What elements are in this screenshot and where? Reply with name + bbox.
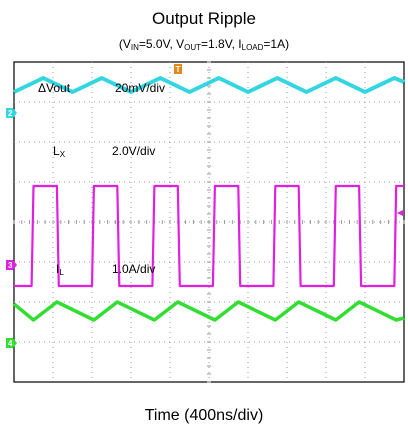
subtitle-text: =1A): [263, 37, 290, 51]
subtitle-text: (V: [118, 37, 131, 51]
trigger-marker: [174, 64, 182, 74]
series-scale-label: 20mV/div: [115, 81, 165, 95]
channel-markers: 2 3 4 T: [6, 64, 403, 348]
subtitle-subscript: LOAD: [241, 43, 264, 52]
plot-grid: [13, 61, 405, 383]
subtitle-subscript: IN: [130, 43, 139, 52]
chart-title: Output Ripple: [152, 9, 256, 28]
trace-lx: [14, 184, 404, 288]
series-scale-label: 2.0V/div: [112, 144, 155, 158]
x-axis-label: Time (400ns/div): [144, 407, 264, 424]
trigger-marker-label: T: [176, 65, 181, 74]
series-scale-label: 1.0A/div: [112, 262, 155, 276]
trace-labels: ΔVout 20mV/div LX 2.0V/div IL 1.0A/div: [38, 81, 165, 277]
chart-subtitle: (VIN=5.0V, VOUT=1.8V, ILOAD=1A): [0, 37, 408, 52]
series-name-label: IL: [56, 262, 64, 277]
trace--vout: [13, 76, 405, 94]
subtitle-subscript: OUT: [184, 43, 202, 52]
trigger-level-marker: [397, 210, 403, 216]
series-name-label: ΔVout: [38, 81, 71, 95]
channel-marker-label: 3: [8, 261, 13, 270]
traces: [12, 76, 405, 322]
trace-il: [12, 300, 405, 322]
series-name-label: LX: [53, 144, 66, 159]
channel-marker: [6, 108, 17, 118]
subtitle-text: =5.0V, V: [138, 37, 185, 51]
channel-marker: [6, 260, 17, 270]
channel-marker-label: 2: [8, 109, 13, 118]
subtitle-text: =1.8V, I: [201, 37, 242, 51]
channel-marker: [6, 338, 17, 348]
channel-marker-label: 4: [8, 339, 13, 348]
